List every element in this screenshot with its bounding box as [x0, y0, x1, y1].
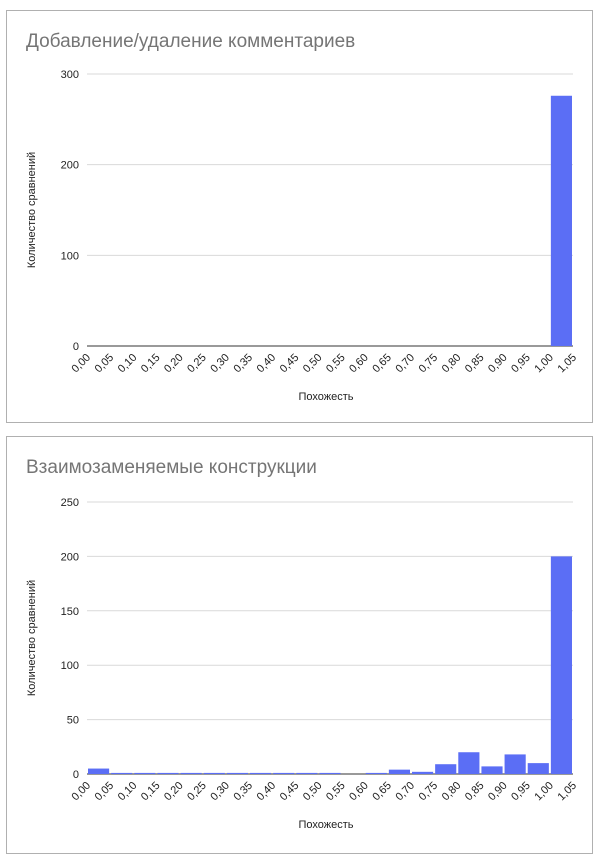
- histogram-bar: [435, 764, 457, 774]
- histogram-bar: [203, 772, 225, 774]
- x-tick-label: 0,85: [463, 780, 487, 804]
- x-tick-label: 0,10: [116, 780, 140, 804]
- x-tick-label: 0,90: [486, 780, 510, 804]
- histogram-bar: [157, 772, 179, 774]
- x-tick-label: 0,95: [509, 780, 533, 804]
- x-tick-label: 0,30: [208, 352, 232, 376]
- x-tick-label: 0,90: [486, 352, 510, 376]
- x-tick-label: 0,55: [324, 780, 348, 804]
- x-tick-label: 0,50: [301, 780, 325, 804]
- x-tick-label: 1,00: [532, 780, 556, 804]
- x-tick-label: 0,40: [255, 352, 279, 376]
- x-tick-label: 0,75: [417, 780, 441, 804]
- histogram-bar: [226, 772, 248, 774]
- y-tick-label: 150: [61, 606, 79, 618]
- chart-title: Добавление/удаление комментариев: [26, 31, 356, 52]
- y-tick-label: 200: [61, 551, 79, 563]
- y-tick-label: 100: [61, 660, 79, 672]
- chart-title: Взаимозаменяемые конструкции: [26, 457, 317, 478]
- x-tick-label: 0,70: [393, 352, 417, 376]
- histogram-bar: [111, 772, 133, 774]
- x-tick-label: 0,20: [162, 780, 186, 804]
- y-tick-label: 50: [67, 715, 79, 727]
- histogram-bar: [527, 763, 549, 774]
- x-tick-label: 0,85: [463, 352, 487, 376]
- x-tick-label: 0,10: [116, 352, 140, 376]
- x-tick-label: 0,35: [231, 352, 255, 376]
- x-tick-label: 0,60: [347, 780, 371, 804]
- histogram-bar: [319, 772, 341, 774]
- x-tick-label: 0,80: [440, 352, 464, 376]
- histogram-bar: [388, 769, 410, 774]
- histogram-bar: [481, 766, 503, 774]
- x-tick-label: 0,75: [417, 352, 441, 376]
- histogram-bar: [458, 752, 480, 774]
- x-tick-label: 0,65: [370, 780, 394, 804]
- histogram-bar: [365, 772, 387, 774]
- chart-panel-constructions: Взаимозаменяемые конструкции 0 50 100 150 20…: [6, 436, 593, 854]
- histogram-bar: [134, 772, 156, 774]
- chart-panel-comments: Добавление/удаление комментариев 0 100 200…: [6, 10, 593, 423]
- histogram-bar: [180, 772, 202, 774]
- x-tick-label: 0,60: [347, 352, 371, 376]
- x-tick-label: 0,95: [509, 352, 533, 376]
- y-tick-label: 200: [61, 160, 79, 172]
- histogram-bar: [550, 95, 572, 346]
- x-tick-label: 1,05: [555, 352, 579, 376]
- x-tick-label: 0,30: [208, 780, 232, 804]
- y-tick-label: 300: [61, 69, 79, 81]
- x-axis-label: Похожесть: [298, 819, 353, 831]
- x-tick-label: 0,45: [278, 352, 302, 376]
- x-tick-label: 0,80: [440, 780, 464, 804]
- x-tick-label: 0,00: [69, 780, 93, 804]
- x-tick-label: 0,05: [93, 352, 117, 376]
- x-tick-label: 0,45: [278, 780, 302, 804]
- x-tick-label: 0,25: [185, 780, 209, 804]
- y-tick-label: 250: [61, 497, 79, 509]
- histogram-bar: [296, 772, 318, 774]
- x-tick-label: 0,00: [69, 352, 93, 376]
- y-tick-label: 0: [73, 341, 79, 353]
- x-tick-label: 0,15: [139, 780, 163, 804]
- histogram-bar: [250, 772, 272, 774]
- x-tick-label: 0,40: [255, 780, 279, 804]
- x-tick-label: 0,05: [93, 780, 117, 804]
- x-tick-label: 0,50: [301, 352, 325, 376]
- y-tick-label: 0: [73, 769, 79, 781]
- histogram-bar: [88, 768, 110, 774]
- y-axis-label: Количество сравнений: [26, 580, 38, 696]
- histogram-bar: [273, 772, 295, 774]
- y-axis-label: Количество сравнений: [26, 152, 38, 268]
- x-tick-label: 0,35: [231, 780, 255, 804]
- x-tick-label: 0,55: [324, 352, 348, 376]
- histogram-bar: [550, 556, 572, 774]
- y-tick-label: 100: [61, 250, 79, 262]
- x-tick-label: 0,15: [139, 352, 163, 376]
- x-tick-label: 0,20: [162, 352, 186, 376]
- x-tick-label: 0,25: [185, 352, 209, 376]
- x-tick-label: 1,05: [555, 780, 579, 804]
- x-tick-label: 1,00: [532, 352, 556, 376]
- x-tick-label: 0,65: [370, 352, 394, 376]
- histogram-bar: [504, 754, 526, 774]
- histogram-bar: [412, 771, 434, 774]
- x-tick-label: 0,70: [393, 780, 417, 804]
- x-axis-label: Похожесть: [298, 391, 353, 403]
